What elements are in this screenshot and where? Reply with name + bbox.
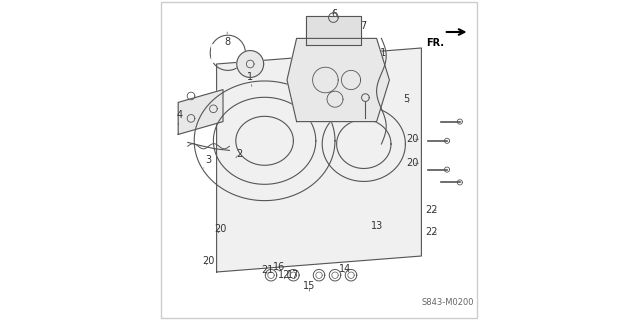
Polygon shape [287, 38, 389, 122]
Text: 22: 22 [426, 227, 438, 237]
Text: 16: 16 [273, 262, 285, 272]
Text: 12: 12 [278, 270, 290, 280]
Text: 20: 20 [406, 134, 419, 144]
Text: 10: 10 [361, 88, 373, 98]
Text: 8: 8 [224, 32, 230, 47]
Text: 20: 20 [406, 158, 419, 168]
Text: 4: 4 [176, 110, 182, 125]
Text: 15: 15 [303, 281, 316, 292]
Text: 18: 18 [301, 94, 313, 107]
Polygon shape [237, 51, 263, 77]
Polygon shape [306, 16, 360, 45]
Text: FR.: FR. [426, 38, 444, 48]
Polygon shape [216, 48, 422, 272]
Text: 20: 20 [202, 256, 214, 266]
Text: 17: 17 [287, 270, 300, 280]
Text: 6: 6 [331, 9, 338, 20]
Polygon shape [178, 90, 223, 134]
Text: 19: 19 [297, 44, 310, 55]
Text: 3: 3 [204, 155, 212, 168]
Text: 14: 14 [339, 264, 351, 274]
Text: 16: 16 [313, 97, 326, 108]
Text: 5: 5 [403, 94, 410, 104]
Text: 13: 13 [371, 220, 383, 231]
Text: 1: 1 [247, 72, 253, 86]
Text: 7: 7 [360, 20, 367, 31]
Text: 20: 20 [214, 224, 227, 234]
Text: 21: 21 [262, 265, 274, 276]
Text: S843-M0200: S843-M0200 [422, 298, 474, 307]
Text: 2: 2 [236, 148, 242, 159]
Text: 11: 11 [375, 48, 387, 58]
Text: 9: 9 [339, 78, 345, 91]
Text: 22: 22 [426, 204, 438, 215]
